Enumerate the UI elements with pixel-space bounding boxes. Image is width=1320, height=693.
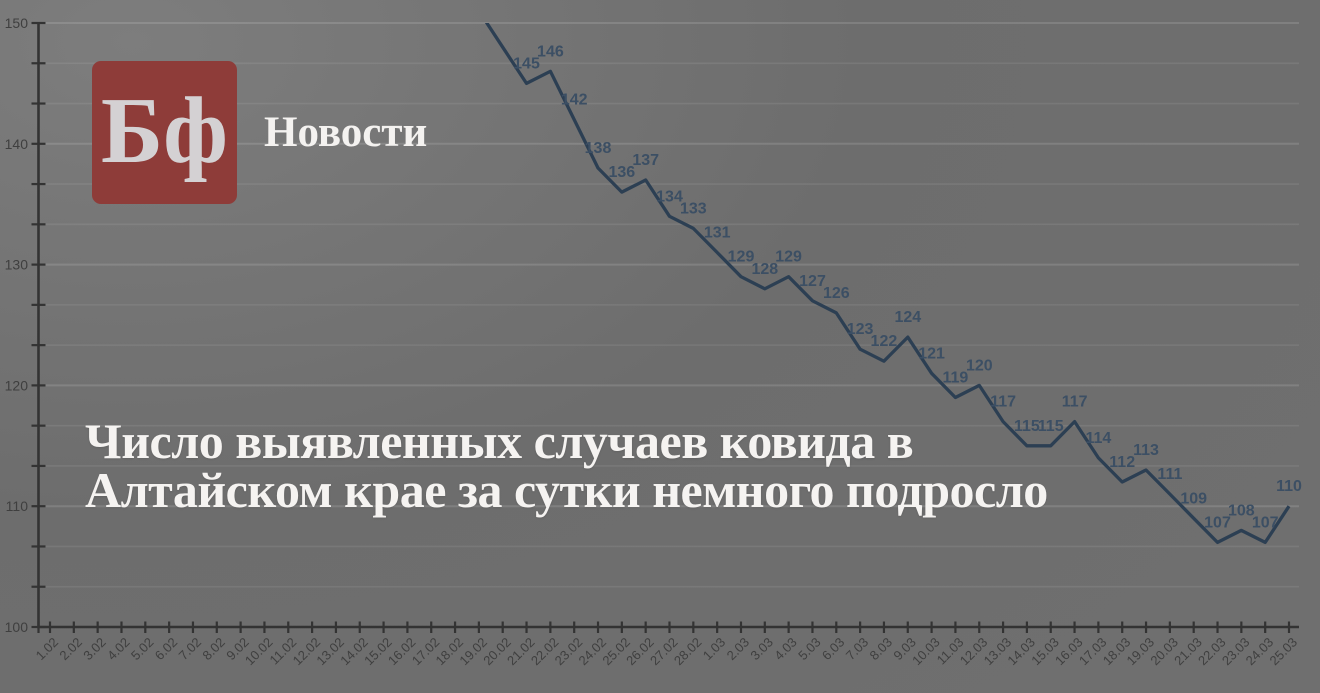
svg-text:111: 111: [1157, 466, 1182, 483]
svg-text:5.02: 5.02: [128, 635, 157, 664]
svg-text:124: 124: [894, 309, 921, 326]
svg-text:146: 146: [537, 43, 564, 60]
svg-text:115: 115: [1038, 418, 1064, 435]
svg-text:120: 120: [5, 377, 29, 393]
x-ticks: [37, 621, 1291, 633]
svg-text:2.03: 2.03: [724, 635, 753, 664]
svg-text:140: 140: [5, 136, 29, 152]
svg-text:129: 129: [775, 249, 802, 266]
svg-text:117: 117: [1062, 394, 1088, 411]
site-logo: Бф: [92, 61, 237, 204]
svg-text:25.03: 25.03: [1267, 635, 1301, 669]
svg-text:1.02: 1.02: [33, 635, 62, 664]
svg-text:120: 120: [966, 357, 993, 374]
svg-text:7.03: 7.03: [843, 635, 872, 664]
news-section-label: Новости: [264, 109, 428, 156]
svg-text:5.03: 5.03: [795, 635, 824, 664]
svg-text:112: 112: [1109, 454, 1135, 471]
svg-text:4.02: 4.02: [104, 635, 133, 664]
svg-text:110: 110: [1276, 478, 1302, 495]
svg-text:2.02: 2.02: [56, 635, 85, 664]
svg-text:7.02: 7.02: [176, 635, 205, 664]
svg-text:133: 133: [680, 200, 707, 217]
svg-text:107: 107: [1204, 514, 1231, 531]
svg-text:119: 119: [942, 370, 968, 387]
svg-text:128: 128: [751, 261, 778, 278]
y-tick-labels: 100 110 120 130 140 150: [5, 15, 29, 635]
svg-text:107: 107: [1252, 514, 1279, 531]
svg-text:123: 123: [847, 321, 874, 338]
svg-text:145: 145: [513, 55, 540, 72]
svg-text:6.03: 6.03: [819, 635, 848, 664]
x-tick-labels: 1.022.023.024.025.026.027.028.029.0210.0…: [33, 635, 1301, 669]
svg-text:3.02: 3.02: [80, 635, 109, 664]
svg-text:127: 127: [799, 273, 826, 290]
axes: [37, 23, 1299, 629]
svg-text:108: 108: [1228, 502, 1255, 519]
svg-text:28.02: 28.02: [671, 635, 705, 669]
svg-text:126: 126: [823, 285, 850, 302]
headline: Число выявленных случаев ковида в Алтайс…: [85, 413, 1245, 518]
svg-text:134: 134: [656, 188, 683, 205]
svg-text:122: 122: [871, 333, 898, 350]
svg-text:10.03: 10.03: [909, 635, 943, 669]
point-value-labels: 1451461421381361371341331311291281291271…: [513, 43, 1302, 531]
y-gridlines: [38, 22, 1299, 588]
svg-text:117: 117: [990, 394, 1016, 411]
svg-text:138: 138: [585, 140, 612, 157]
headline-line-2: Алтайском крае за сутки немного подросло: [85, 462, 1048, 518]
svg-text:150: 150: [5, 15, 29, 31]
svg-text:10.02: 10.02: [242, 635, 276, 669]
svg-text:129: 129: [728, 249, 755, 266]
svg-text:130: 130: [5, 257, 29, 273]
svg-text:3.03: 3.03: [747, 635, 776, 664]
svg-text:142: 142: [561, 92, 588, 109]
svg-text:4.03: 4.03: [771, 635, 800, 664]
svg-text:114: 114: [1085, 430, 1111, 447]
svg-text:121: 121: [918, 345, 945, 362]
logo-text: Бф: [100, 78, 229, 183]
svg-text:137: 137: [632, 152, 659, 169]
svg-text:113: 113: [1133, 442, 1159, 459]
svg-text:8.02: 8.02: [199, 635, 228, 664]
svg-text:131: 131: [704, 225, 731, 242]
svg-text:109: 109: [1180, 490, 1207, 507]
svg-text:110: 110: [6, 498, 29, 514]
svg-text:6.02: 6.02: [152, 635, 181, 664]
headline-line-1: Число выявленных случаев ковида в: [85, 413, 914, 469]
svg-text:8.03: 8.03: [867, 635, 896, 664]
covid-series-line: [484, 23, 1291, 545]
svg-text:136: 136: [608, 164, 635, 181]
svg-text:1.03: 1.03: [700, 635, 729, 664]
svg-text:115: 115: [1014, 418, 1040, 435]
svg-text:100: 100: [5, 619, 29, 635]
